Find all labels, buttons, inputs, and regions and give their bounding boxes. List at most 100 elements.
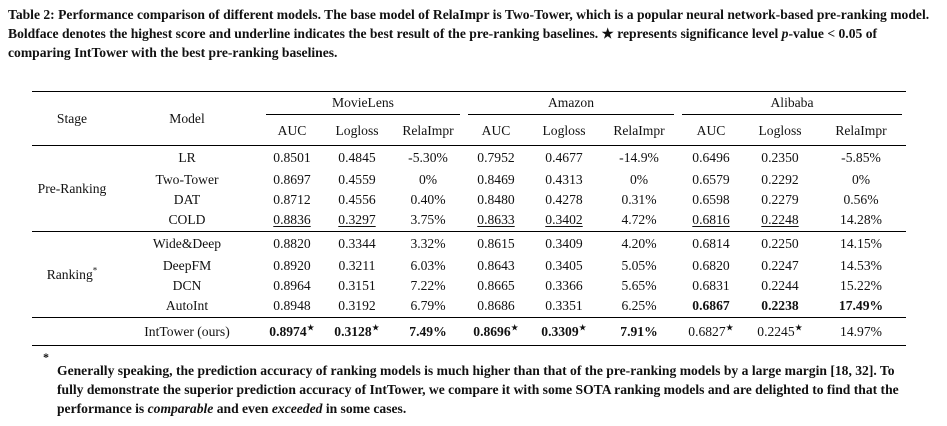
cell-value: 0.40% <box>410 191 446 207</box>
cell-value: 0.3309 <box>541 323 579 339</box>
cell-value: 0.3128 <box>334 323 372 339</box>
cell-value: 0.6827 <box>688 323 726 339</box>
table-cell: -5.85% <box>816 145 906 170</box>
table-cell: 0.3192 <box>322 296 392 318</box>
cell-value: 5.65% <box>621 277 657 293</box>
stage-cell: Pre-Ranking <box>32 145 112 232</box>
table-cell: 14.97% <box>816 317 906 346</box>
table-cell: 0.3409 <box>528 231 600 256</box>
table-cell: 0.2250 <box>744 231 816 256</box>
table-cell: 0.8712 <box>262 190 322 210</box>
cell-value: 0.6867 <box>692 298 730 314</box>
table-cell: 0.6598 <box>678 190 744 210</box>
table-cell: 7.91% <box>600 317 678 346</box>
caption-p-symbol: p <box>781 26 789 41</box>
cell-value: 0.3409 <box>545 235 583 251</box>
cell-value: 0.3211 <box>338 257 376 273</box>
table-cell: 0.2279 <box>744 190 816 210</box>
table-cell: 0.40% <box>392 190 464 210</box>
cell-value: 14.97% <box>840 323 882 339</box>
cell-value: 0.3351 <box>545 298 583 314</box>
metric-header-auc: AUC <box>678 117 744 146</box>
stage-cell: Ranking* <box>32 231 112 318</box>
dataset-label-movielens: MovieLens <box>266 95 460 115</box>
cell-value: 0.8480 <box>477 191 515 207</box>
cell-value: 0.8643 <box>477 257 515 273</box>
cell-value: 0.8964 <box>273 277 311 293</box>
significance-star: ★ <box>371 321 380 332</box>
cell-value: 0.6820 <box>692 257 730 273</box>
table-cell: 0.8920 <box>262 256 322 276</box>
cell-value: 3.32% <box>410 235 446 251</box>
cell-value: 0.56% <box>843 191 879 207</box>
table-cell: 14.28% <box>816 210 906 232</box>
model-name: AutoInt <box>165 298 209 314</box>
cell-value: 7.22% <box>410 277 446 293</box>
table-row: Two-Tower 0.8697 0.4559 0% 0.8469 0.4313 0% 0.6… <box>32 170 906 190</box>
significance-star: ★ <box>510 321 519 332</box>
metric-header-logloss: Logloss <box>528 117 600 146</box>
cell-value: 0.2247 <box>761 257 799 273</box>
cell-value: 0.8820 <box>273 235 311 251</box>
table-cell: 0.31% <box>600 190 678 210</box>
table-cell: 4.72% <box>600 210 678 232</box>
table-cell: 15.22% <box>816 276 906 296</box>
inttower-row: IntTower (ours) 0.8974★ 0.3128★ 7.49% 0.8696… <box>32 317 906 346</box>
model-name: DCN <box>172 277 202 293</box>
cell-value: 14.15% <box>840 235 882 251</box>
cell-value: 0.2238 <box>761 298 799 314</box>
cell-value: 0.2279 <box>761 191 799 207</box>
table-cell: 14.53% <box>816 256 906 276</box>
significance-star: ★ <box>794 321 803 332</box>
cell-value: 0.3405 <box>545 257 583 273</box>
cell-value: 0.8836 <box>273 212 311 228</box>
performance-table: Stage Model MovieLens Amazon Alibaba AUC… <box>32 91 906 346</box>
cell-value: 6.03% <box>410 257 446 273</box>
footnote-text-end: in some cases. <box>322 401 407 416</box>
cell-value: 0.4677 <box>545 149 583 165</box>
cell-value: 0.4313 <box>545 171 583 187</box>
cell-value: 0.2244 <box>761 277 799 293</box>
table-cell: 3.32% <box>392 231 464 256</box>
table-cell: 0.6831 <box>678 276 744 296</box>
table-row: Ranking* Wide&Deep 0.8820 0.3344 3.32% 0.8615… <box>32 231 906 318</box>
cell-value: 14.53% <box>840 257 882 273</box>
caption-text-end: -value < 0.05 of comparing IntTower with… <box>8 26 878 60</box>
cell-value: 0.8920 <box>273 257 311 273</box>
table-row: DCN 0.8964 0.3151 7.22% 0.8665 0.3366 5.65% 0.6… <box>32 276 906 296</box>
table-cell: 0.3405 <box>528 256 600 276</box>
table-cell: 0.3297 <box>322 210 392 232</box>
cell-value: 0.6579 <box>692 171 730 187</box>
cell-value: 0.8696 <box>473 323 511 339</box>
table-cell: 0.8501 <box>262 145 322 170</box>
stage-footnote-mark: * <box>92 264 98 275</box>
cell-value: 15.22% <box>840 277 882 293</box>
cell-value: 0.6831 <box>692 277 730 293</box>
cell-value: 14.28% <box>840 212 882 228</box>
cell-value: 7.49% <box>409 323 447 339</box>
cell-value: 0.3192 <box>338 298 376 314</box>
metric-header-relaimpr: RelaImpr <box>600 117 678 146</box>
cell-value: 0.3366 <box>545 277 583 293</box>
cell-value: 0.31% <box>621 191 657 207</box>
table-row: AutoInt 0.8948 0.3192 6.79% 0.8686 0.3351 6.25… <box>32 296 906 318</box>
cell-value: 0.6496 <box>692 149 730 165</box>
table-cell: 0.8615 <box>464 231 528 256</box>
cell-value: 0.4845 <box>338 149 376 165</box>
cell-value: 0% <box>851 171 871 187</box>
cell-value: 0.8633 <box>477 212 515 228</box>
cell-value: 0.8615 <box>477 235 515 251</box>
footnote-emphasis-exceeded: exceeded <box>271 401 323 416</box>
cell-value: 0.4278 <box>545 191 583 207</box>
table-cell: 14.15% <box>816 231 906 256</box>
table-cell: 0.3351 <box>528 296 600 318</box>
stage-label: Pre-Ranking <box>37 180 107 196</box>
table-row: COLD 0.8836 0.3297 3.75% 0.8633 0.3402 4.72% 0.… <box>32 210 906 232</box>
table-cell: 0.8643 <box>464 256 528 276</box>
cell-value: 0.8697 <box>273 171 311 187</box>
cell-value: 0% <box>629 171 649 187</box>
stage-label: Ranking <box>46 266 93 282</box>
cell-value: 0.8974 <box>269 323 307 339</box>
table-cell: 0.6867 <box>678 296 744 318</box>
cell-value: 0.3297 <box>338 212 376 228</box>
